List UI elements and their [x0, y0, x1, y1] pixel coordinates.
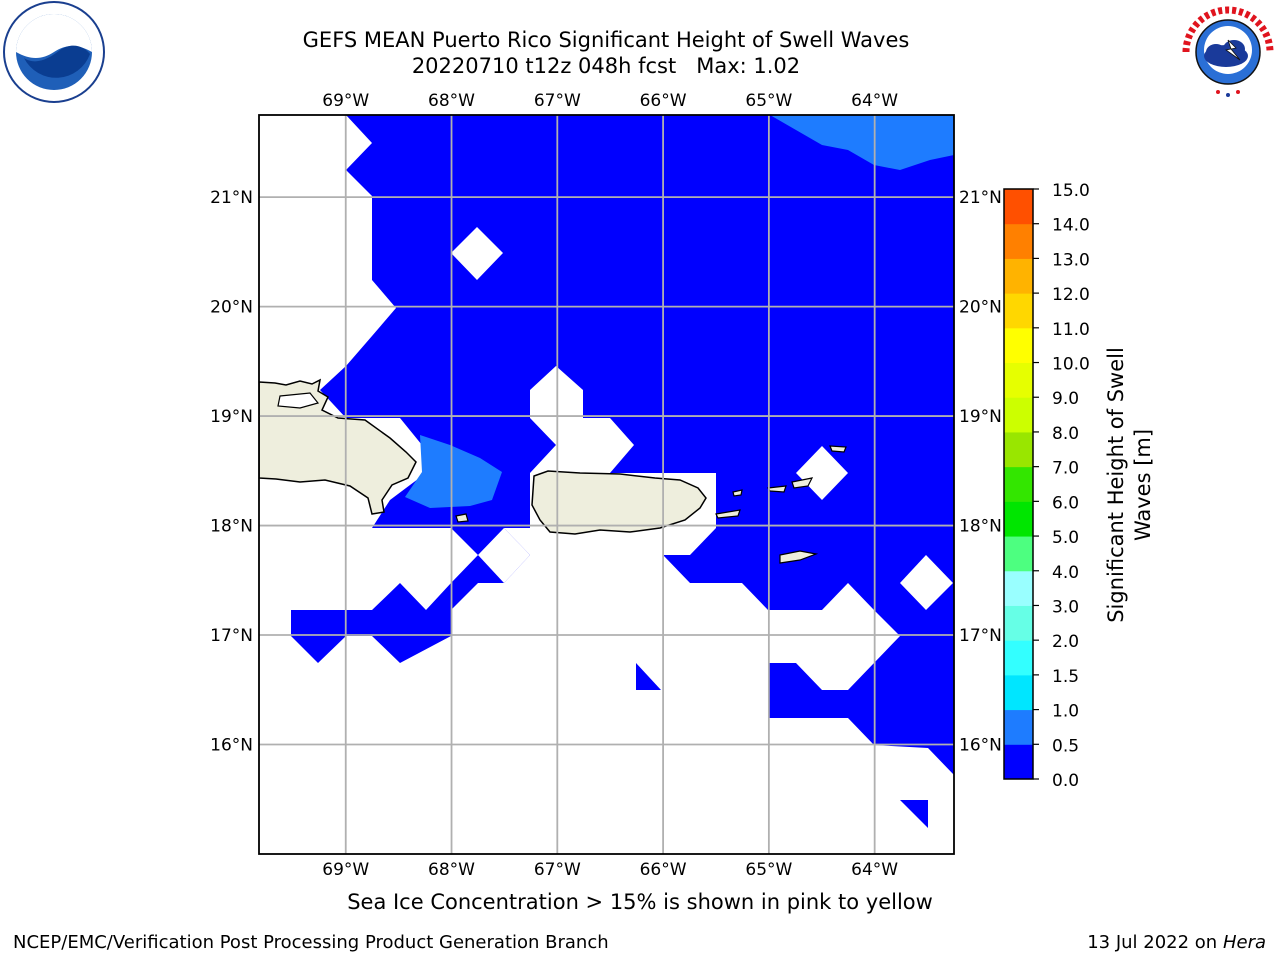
- land-hispaniola-inlet: [277, 392, 320, 409]
- lat-tick-label-right: 18°N: [959, 517, 1002, 537]
- land-hispaniola: [259, 378, 417, 515]
- land-virgin-islands: [791, 477, 814, 489]
- lon-tick-label-bottom: 66°W: [640, 860, 687, 880]
- colorbar-segment: [1004, 640, 1033, 676]
- colorbar-label-units: Waves [m]: [1131, 429, 1155, 541]
- lat-tick-label-right: 16°N: [959, 736, 1002, 756]
- colorbar-tick-label: 6.0: [1052, 493, 1079, 513]
- lat-tick-label-right: 17°N: [959, 626, 1002, 646]
- land-mona: [455, 513, 469, 523]
- swell-field-low: [900, 800, 928, 828]
- land-st-croix: [779, 550, 819, 564]
- footer-date-text: 13 Jul 2022 on: [1087, 932, 1223, 953]
- lon-tick-label-top: 65°W: [745, 91, 792, 111]
- colorbar-segment: [1004, 189, 1033, 225]
- colorbar-tick-label: 12.0: [1052, 285, 1090, 305]
- lat-tick-label-right: 21°N: [959, 188, 1002, 208]
- swell-gap: [796, 446, 848, 500]
- colorbar-tick-label: 1.5: [1052, 667, 1079, 687]
- lat-tick-label-right: 19°N: [959, 407, 1002, 427]
- colorbar-segment: [1004, 223, 1033, 259]
- chart-subtitle: 20220710 t12z 048h fcst Max: 1.02: [411, 54, 801, 78]
- map-grid: [259, 115, 954, 854]
- lat-tick-label-right: 20°N: [959, 298, 1002, 318]
- colorbar-tick-label: 10.0: [1052, 355, 1090, 375]
- lat-tick-label-left: 17°N: [210, 626, 253, 646]
- colorbar-tick-label: 2.0: [1052, 632, 1079, 652]
- swell-field-low: [636, 663, 661, 690]
- colorbar-segment: [1004, 293, 1033, 329]
- colorbar: 0.0 0.5 1.0 1.5 2.0 3.0 4.0 5.0 6.0 7.0 8.0 9.0 10.0…: [1003, 181, 1090, 791]
- footer-host: Hera: [1222, 932, 1266, 953]
- lon-tick-label-bottom: 64°W: [851, 860, 898, 880]
- lat-tick-label-left: 19°N: [210, 407, 253, 427]
- colorbar-segment: [1004, 258, 1033, 294]
- colorbar-tick-label: 0.0: [1052, 771, 1079, 791]
- colorbar-tick-label: 14.0: [1052, 216, 1090, 236]
- colorbar-tick-label: 3.0: [1052, 597, 1079, 617]
- colorbar-segment: [1004, 501, 1033, 537]
- colorbar-tick-label: 13.0: [1052, 250, 1090, 270]
- lon-tick-label-bottom: 65°W: [745, 860, 792, 880]
- noaa-logo-text: NOAA: [33, 25, 75, 40]
- colorbar-segment: [1004, 362, 1033, 398]
- colorbar-segment: [1004, 431, 1033, 468]
- colorbar-segment: [1004, 536, 1033, 572]
- lon-tick-label-top: 66°W: [640, 91, 687, 111]
- footer-credit: NCEP/EMC/Verification Post Processing Pr…: [13, 932, 609, 953]
- colorbar-tick-label: 9.0: [1052, 389, 1079, 409]
- colorbar-tick-label: 7.0: [1052, 459, 1079, 479]
- lon-tick-label-bottom: 69°W: [322, 860, 369, 880]
- land-culebra: [732, 489, 743, 497]
- sea-ice-note: Sea Ice Concentration > 15% is shown in …: [347, 890, 933, 914]
- colorbar-segment: [1004, 466, 1033, 502]
- lon-tick-label-top: 69°W: [322, 91, 369, 111]
- nws-logo: [1178, 2, 1278, 102]
- swell-gap: [478, 528, 530, 583]
- colorbar-label: Significant Height of Swell: [1104, 347, 1128, 623]
- chart-title: GEFS MEAN Puerto Rico Significant Height…: [302, 28, 910, 52]
- lon-tick-label-bottom: 68°W: [428, 860, 475, 880]
- land-vieques: [715, 509, 741, 519]
- colorbar-segment: [1004, 744, 1033, 780]
- lon-tick-label-top: 67°W: [534, 91, 581, 111]
- lat-tick-label-left: 18°N: [210, 517, 253, 537]
- footer-date: 13 Jul 2022 on Hera: [1087, 932, 1266, 953]
- colorbar-tick-label: 5.0: [1052, 528, 1079, 548]
- lat-tick-label-left: 20°N: [210, 298, 253, 318]
- colorbar-segment: [1004, 674, 1033, 711]
- colorbar-tick-label: 4.0: [1052, 563, 1079, 583]
- swell-gap: [451, 227, 503, 280]
- colorbar-frame: [1003, 188, 1034, 780]
- colorbar-tick-label: 0.5: [1052, 736, 1079, 756]
- swell-field-mid: [770, 115, 954, 170]
- colorbar-segment: [1004, 605, 1033, 641]
- lon-tick-label-top: 68°W: [428, 91, 475, 111]
- colorbar-segment: [1004, 397, 1033, 433]
- map-frame: [258, 114, 955, 855]
- swell-field-mid: [405, 435, 502, 508]
- swell-field-low: [291, 115, 954, 775]
- lat-tick-label-left: 16°N: [210, 736, 253, 756]
- colorbar-tick-label: 15.0: [1052, 181, 1090, 201]
- swell-gap: [900, 555, 953, 610]
- colorbar-tick-label: 8.0: [1052, 424, 1079, 444]
- colorbar-segment: [1004, 327, 1033, 364]
- lat-tick-label-left: 21°N: [210, 188, 253, 208]
- colorbar-segment: [1004, 570, 1033, 606]
- colorbar-segment: [1004, 709, 1033, 745]
- colorbar-tick-label: 1.0: [1052, 702, 1079, 722]
- noaa-logo: NOAA: [3, 1, 105, 103]
- lon-tick-label-bottom: 67°W: [534, 860, 581, 880]
- colorbar-tick-label: 11.0: [1052, 320, 1090, 340]
- lon-tick-label-top: 64°W: [851, 91, 898, 111]
- land-anegada: [829, 445, 847, 453]
